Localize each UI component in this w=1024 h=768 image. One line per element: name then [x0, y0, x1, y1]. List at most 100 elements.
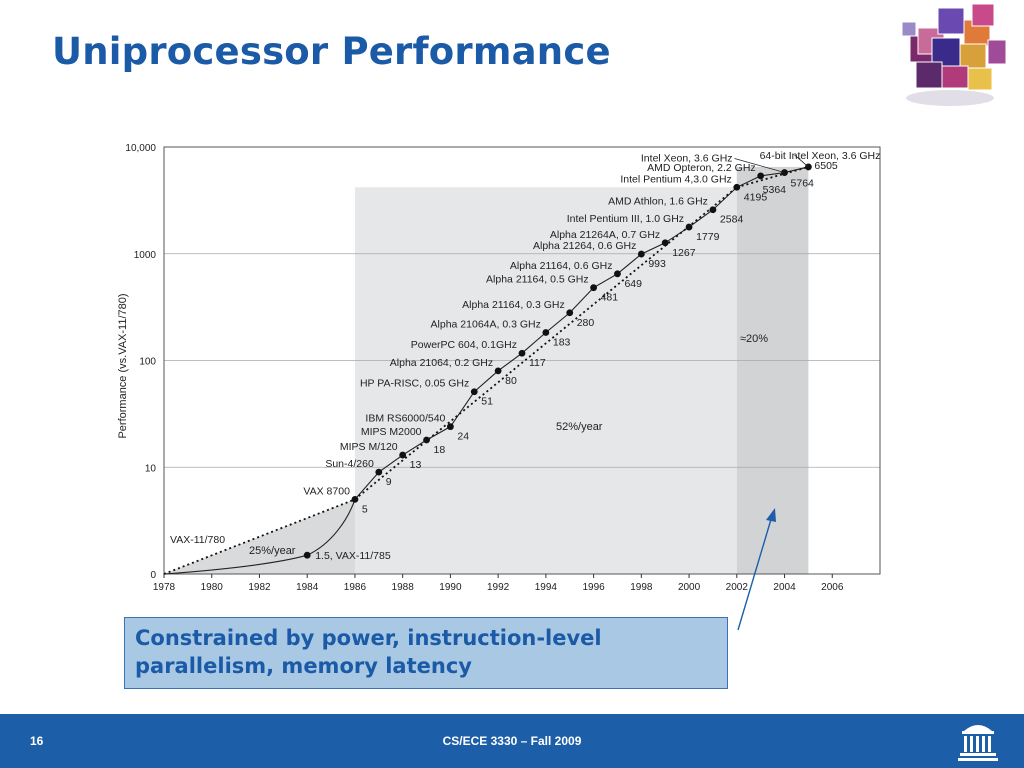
value-label: 1.5, VAX-11/785: [315, 550, 391, 562]
x-tick-label: 1990: [439, 582, 462, 593]
callout-text: Constrained by power, instruction-level …: [135, 626, 602, 678]
value-label: 18: [434, 444, 446, 456]
page-number: 16: [30, 734, 44, 748]
y-tick-label: 1000: [134, 250, 157, 261]
value-label: 24: [457, 431, 469, 443]
data-point: [637, 250, 645, 258]
value-label: 9: [386, 476, 392, 488]
value-label: 481: [601, 292, 619, 304]
performance-line: [163, 166, 809, 575]
trend-line-52: [354, 186, 738, 501]
processor-label: VAX 8700: [303, 485, 350, 497]
value-label: 6505: [814, 160, 838, 172]
footer-bar: 16 CS/ECE 3330 – Fall 2009: [0, 714, 1024, 768]
value-label: 2584: [720, 214, 744, 226]
data-point: [757, 172, 765, 180]
processor-label: PowerPC 604, 0.1GHz: [411, 339, 517, 351]
x-tick-label: 1996: [582, 582, 605, 593]
processor-label: MIPS M/120: [340, 441, 398, 453]
data-point: [566, 309, 574, 317]
processor-label: MIPS M2000: [361, 426, 422, 438]
data-point: [542, 329, 550, 336]
processor-label: VAX-11/780: [170, 534, 225, 546]
processor-label: Intel Pentium 4,3.0 GHz: [620, 173, 731, 185]
data-point: [733, 183, 741, 191]
x-tick-label: 2002: [726, 582, 749, 593]
leader-line: [734, 158, 785, 173]
processor-label: Alpha 21064A, 0.3 GHz: [431, 318, 541, 330]
region-52-percent: [354, 187, 737, 574]
x-tick-label: 1986: [344, 582, 367, 593]
data-point: [303, 551, 311, 559]
y-tick-label: 10: [145, 463, 157, 474]
data-point: [590, 284, 597, 292]
value-label: 5364: [763, 184, 787, 196]
value-label: 80: [505, 375, 517, 387]
value-label: 993: [648, 258, 666, 270]
callout-box: Constrained by power, instruction-level …: [124, 617, 728, 689]
value-label: 13: [410, 459, 422, 471]
data-point: [423, 436, 430, 444]
value-label: 51: [481, 396, 493, 408]
data-point: [447, 423, 454, 431]
callout-arrow: [737, 515, 773, 631]
value-label: 4195: [744, 191, 768, 203]
processor-label: IBM RS6000/540: [365, 413, 445, 425]
processor-label: HP PA-RISC, 0.05 GHz: [360, 378, 469, 390]
x-tick-label: 2000: [678, 582, 701, 593]
data-point: [661, 239, 669, 247]
value-label: 5764: [791, 178, 815, 190]
x-tick-label: 1994: [535, 582, 558, 593]
processor-label: Alpha 21164, 0.5 GHz: [486, 274, 589, 286]
processor-label: Alpha 21264A, 0.7 GHz: [550, 229, 660, 241]
x-tick-label: 2006: [821, 582, 844, 593]
processor-label: Alpha 21264, 0.6 GHz: [533, 240, 636, 252]
processor-label: AMD Opteron, 2.2 GHz: [647, 162, 756, 174]
x-tick-label: 1978: [153, 582, 176, 593]
x-tick-label: 1998: [630, 582, 653, 593]
data-point: [470, 388, 478, 396]
value-label: 1267: [672, 247, 696, 259]
processor-label: Intel Xeon, 3.6 GHz: [641, 153, 733, 165]
trend-label-52: 52%/year: [556, 421, 603, 433]
y-tick-label: 100: [139, 357, 156, 368]
data-point: [781, 169, 788, 176]
x-tick-label: 1980: [201, 582, 224, 593]
value-label: 117: [529, 357, 546, 369]
processor-label: Alpha 21064, 0.2 GHz: [390, 357, 493, 369]
leader-line: [794, 154, 809, 168]
x-tick-label: 1988: [392, 582, 415, 593]
x-tick-label: 1982: [248, 582, 271, 593]
y-tick-label: 0: [150, 570, 156, 581]
footer-course: CS/ECE 3330 – Fall 2009: [442, 734, 582, 748]
plot-frame: [163, 146, 881, 575]
processor-label: Intel Pentium III, 1.0 GHz: [567, 213, 684, 225]
region-20-percent: [736, 166, 809, 574]
value-label: 280: [577, 317, 595, 329]
data-point: [518, 349, 526, 357]
data-point: [494, 367, 502, 375]
slide-title: Uniprocessor Performance: [52, 30, 611, 73]
rotunda-building-icon: [958, 725, 998, 761]
data-point: [709, 206, 717, 214]
x-tick-label: 1992: [487, 582, 510, 593]
data-point: [351, 495, 359, 503]
processor-label: Alpha 21164, 0.6 GHz: [510, 260, 613, 272]
3d-cube-logo-icon: [901, 3, 1007, 106]
callout-arrow-head: [766, 508, 776, 522]
y-tick-label: 10,000: [125, 143, 156, 154]
value-label: 5: [362, 503, 368, 515]
processor-label: Sun-4/260: [325, 458, 374, 470]
trend-line-25: [163, 498, 356, 575]
data-point: [614, 270, 621, 278]
x-tick-label: 1984: [296, 582, 319, 593]
processor-label: Alpha 21164, 0.3 GHz: [462, 299, 565, 311]
value-label: 1779: [696, 231, 720, 243]
y-axis-label: Performance (vs.VAX-11/780): [117, 293, 129, 438]
x-tick-label: 2004: [773, 582, 796, 593]
value-label: 649: [624, 278, 642, 290]
trend-label-20: ≈20%: [740, 333, 768, 345]
processor-label: 64-bit Intel Xeon, 3.6 GHz: [760, 150, 881, 162]
data-point: [375, 468, 383, 476]
